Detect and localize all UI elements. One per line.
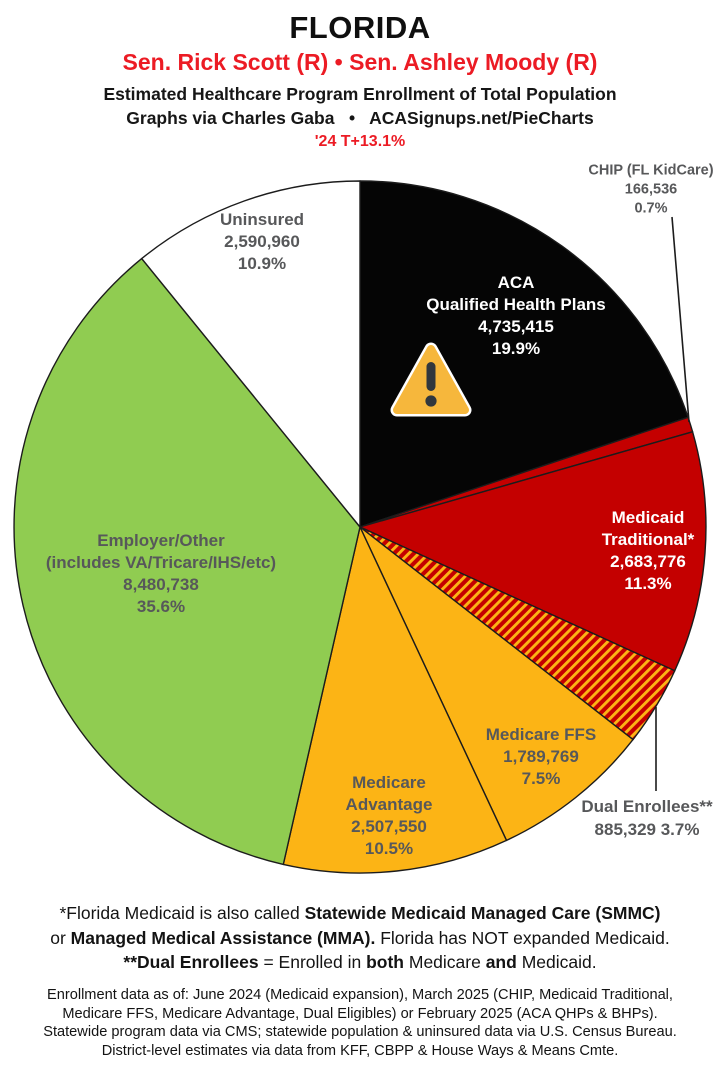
medicaid-label: Medicaid Traditional* 2,683,776 11.3% <box>601 508 695 593</box>
warning-icon <box>390 342 472 417</box>
senators-line: Sen. Rick Scott (R) • Sen. Ashley Moody … <box>122 49 598 75</box>
aca-label: ACA Qualified Health Plans 4,735,415 19.… <box>426 273 606 358</box>
pie-slice-2 <box>359 431 707 672</box>
uninsured-label: Uninsured 2,590,960 10.9% <box>219 210 305 273</box>
footnote-line: Medicare FFS, Medicare Advantage, Dual E… <box>62 1005 658 1022</box>
pie-slice-0 <box>359 180 689 528</box>
medicaid-footnote: *Florida Medicaid is also called Statewi… <box>0 901 720 975</box>
pie-slice-5 <box>282 526 508 874</box>
medicare-advantage-label: Medicare Advantage 2,507,550 10.5% <box>345 773 433 858</box>
pie-slice-4 <box>359 526 634 842</box>
footnote-line: Statewide program data via CMS; statewid… <box>43 1024 677 1041</box>
footnote-line: **Dual Enrollees = Enrolled in both Medi… <box>123 952 597 972</box>
employer-other-label: Employer/Other (includes VA/Tricare/IHS/… <box>45 531 277 616</box>
chip-label: CHIP (FL KidCare) 166,536 0.7% <box>588 162 714 217</box>
footnote-line: Enrollment data as of: June 2024 (Medica… <box>47 987 673 1003</box>
pie-slices <box>13 180 707 874</box>
chart-subtitle: Estimated Healthcare Program Enrollment … <box>103 84 617 104</box>
footnote-line: District-level estimates via data from K… <box>101 1042 619 1059</box>
medicare-ffs-label: Medicare FFS 1,789,769 7.5% <box>485 725 597 788</box>
data-sources-footnote: Enrollment data as of: June 2024 (Medica… <box>0 986 720 1060</box>
chip-leader-line <box>671 216 690 423</box>
page-title: FLORIDA <box>289 10 431 45</box>
dual-enrollees-label: Dual Enrollees** 885,329 3.7% <box>581 797 713 839</box>
footnote-line: *Florida Medicaid is also called Statewi… <box>59 903 661 923</box>
footnote-line: or Managed Medical Assistance (MMA). Flo… <box>50 927 670 948</box>
pie-slice-6 <box>13 257 361 866</box>
trend-badge: '24 T+13.1% <box>314 133 406 150</box>
pie-slice-7 <box>141 180 361 528</box>
chart-credit: Graphs via Charles Gaba • ACASignups.net… <box>126 108 594 128</box>
